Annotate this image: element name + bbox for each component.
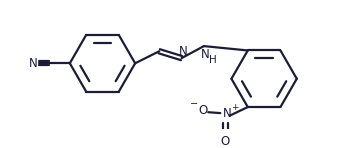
Text: N: N — [29, 57, 38, 70]
Text: H: H — [209, 55, 216, 65]
Text: N: N — [179, 45, 188, 58]
Text: O: O — [221, 135, 230, 148]
Text: O: O — [198, 104, 208, 117]
Text: +: + — [231, 103, 239, 112]
Text: N: N — [201, 48, 210, 61]
Text: −: − — [190, 99, 199, 110]
Text: N: N — [223, 107, 232, 120]
